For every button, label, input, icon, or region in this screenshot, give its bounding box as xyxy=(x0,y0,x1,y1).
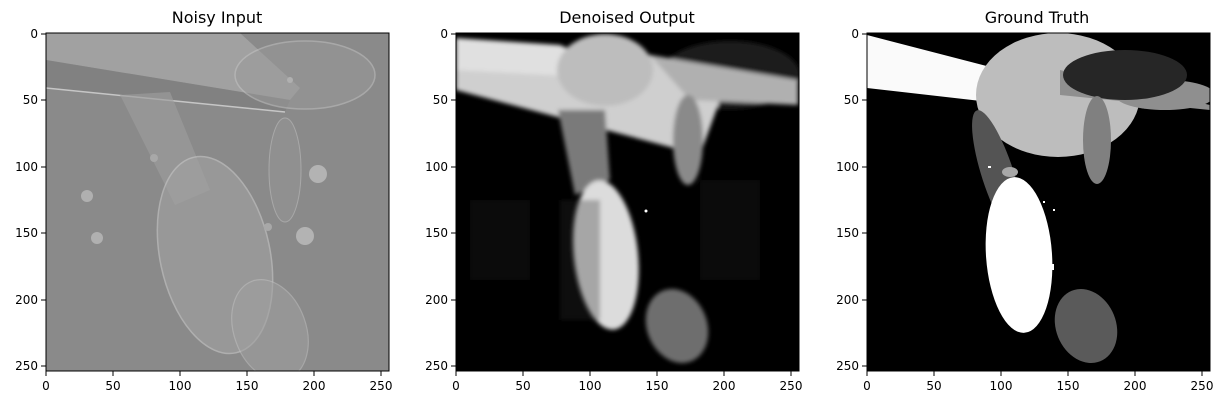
x-tick-label: 150 xyxy=(1057,379,1080,393)
y-tick-label: 50 xyxy=(433,93,448,107)
x-tick-label: 0 xyxy=(42,379,50,393)
x-tick-label: 200 xyxy=(303,379,326,393)
x-tick-label: 200 xyxy=(713,379,736,393)
panel-denoised-output: Denoised Output xyxy=(425,8,802,393)
y-axis: 0 50 100 150 200 250 xyxy=(836,27,867,373)
y-tick-label: 100 xyxy=(15,160,38,174)
panel-ground-truth: Ground Truth xyxy=(836,8,1213,393)
x-tick-label: 50 xyxy=(105,379,120,393)
x-tick-label: 100 xyxy=(990,379,1013,393)
y-tick-label: 200 xyxy=(425,293,448,307)
x-tick-label: 250 xyxy=(1191,379,1214,393)
panel-noisy-input: Noisy Input xyxy=(15,8,392,393)
y-tick-label: 200 xyxy=(836,293,859,307)
y-tick-label: 150 xyxy=(15,226,38,240)
y-axis: 0 50 100 150 200 250 xyxy=(15,27,46,373)
y-tick-label: 200 xyxy=(15,293,38,307)
x-tick-label: 0 xyxy=(452,379,460,393)
x-tick-label: 250 xyxy=(370,379,393,393)
axes-frame xyxy=(866,32,1211,372)
x-tick-label: 100 xyxy=(169,379,192,393)
axes-frame xyxy=(45,32,390,372)
panel-title: Denoised Output xyxy=(559,8,695,27)
x-tick-label: 50 xyxy=(926,379,941,393)
x-tick-label: 250 xyxy=(780,379,803,393)
y-tick-label: 150 xyxy=(425,226,448,240)
image-ground-truth xyxy=(867,33,1210,371)
y-tick-label: 50 xyxy=(23,93,38,107)
y-tick-label: 250 xyxy=(425,359,448,373)
y-tick-label: 150 xyxy=(836,226,859,240)
y-tick-label: 0 xyxy=(440,27,448,41)
x-axis: 0 50 100 150 200 250 xyxy=(42,371,392,393)
y-tick-label: 100 xyxy=(425,160,448,174)
y-tick-label: 50 xyxy=(844,93,859,107)
y-tick-label: 100 xyxy=(836,160,859,174)
x-tick-label: 0 xyxy=(863,379,871,393)
x-tick-label: 150 xyxy=(236,379,259,393)
y-axis: 0 50 100 150 200 250 xyxy=(425,27,456,373)
panel-title: Ground Truth xyxy=(985,8,1090,27)
x-tick-label: 200 xyxy=(1124,379,1147,393)
image-denoised-output xyxy=(456,33,799,371)
x-tick-label: 150 xyxy=(646,379,669,393)
x-tick-label: 50 xyxy=(515,379,530,393)
y-tick-label: 0 xyxy=(30,27,38,41)
y-tick-label: 0 xyxy=(851,27,859,41)
axes-frame xyxy=(455,32,800,372)
x-tick-label: 100 xyxy=(579,379,602,393)
panel-title: Noisy Input xyxy=(172,8,263,27)
y-tick-label: 250 xyxy=(15,359,38,373)
x-axis: 0 50 100 150 200 250 xyxy=(452,371,802,393)
y-tick-label: 250 xyxy=(836,359,859,373)
x-axis: 0 50 100 150 200 250 xyxy=(863,371,1213,393)
image-noisy-input xyxy=(46,33,389,371)
